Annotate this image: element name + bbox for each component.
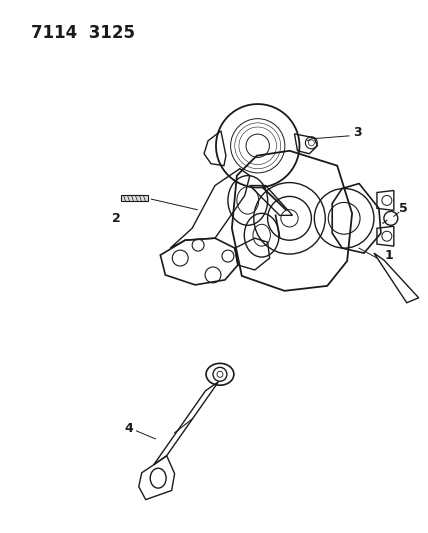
Text: 3: 3 <box>353 126 361 139</box>
Text: 7114  3125: 7114 3125 <box>31 23 135 42</box>
Text: 4: 4 <box>124 423 133 435</box>
Text: 1: 1 <box>384 248 393 262</box>
Polygon shape <box>121 196 149 201</box>
Text: 5: 5 <box>399 202 408 215</box>
Text: 2: 2 <box>112 212 121 225</box>
